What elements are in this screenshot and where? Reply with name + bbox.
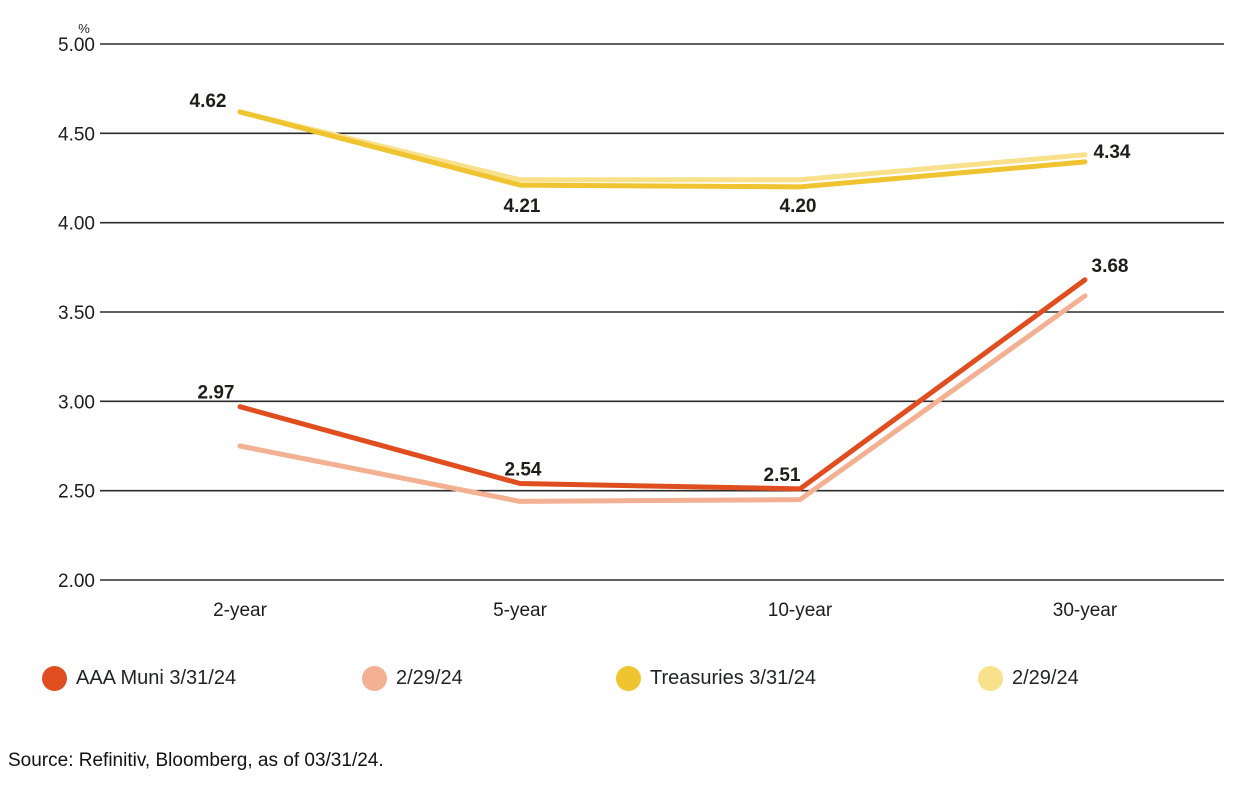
y-axis-tick-label: 4.00 — [58, 214, 95, 235]
legend-label: Treasuries 3/31/24 — [650, 666, 817, 689]
data-point-label: 4.34 — [1094, 142, 1131, 163]
chart-legend: AAA Muni 3/31/24 2/29/24 Treasuries 3/31/2… — [0, 660, 1236, 696]
data-point-label: 2.54 — [505, 460, 542, 481]
y-axis-tick-label: 2.00 — [58, 571, 95, 592]
data-point-label: 2.51 — [764, 465, 801, 486]
legend-item: 2/29/24 — [362, 660, 463, 696]
series-line-treasuries-3-31-24 — [237, 109, 1088, 190]
y-axis-tick-label: 5.00 — [58, 35, 95, 56]
legend-label: 2/29/24 — [1012, 666, 1079, 689]
y-axis-tick-label: 4.50 — [58, 124, 95, 145]
legend-item: AAA Muni 3/31/24 — [42, 660, 236, 696]
series-line-2-29-24 — [237, 293, 1088, 504]
data-point-label: 4.21 — [504, 196, 541, 217]
legend-dot-icon — [616, 665, 641, 691]
legend-dot-icon — [42, 665, 67, 691]
source-note: Source: Refinitiv, Bloomberg, as of 03/3… — [8, 750, 384, 771]
legend-label: AAA Muni 3/31/24 — [76, 666, 237, 689]
data-point-label: 2.97 — [198, 383, 235, 404]
yield-curve-chart: 5.00 4.50 4.00 3.50 3.00 2.50 2.00% 2-year 5-yea… — [58, 21, 1224, 621]
series-line-2-29-24 — [237, 109, 1088, 183]
y-axis-tick-label: 3.50 — [58, 303, 95, 324]
x-axis-category-label: 10-year — [768, 600, 833, 621]
legend-item: Treasuries 3/31/24 — [616, 660, 816, 696]
x-axis-category-label: 5-year — [493, 600, 548, 621]
data-point-label: 4.20 — [780, 196, 817, 217]
y-axis-tick-label: 3.00 — [58, 392, 95, 413]
series-line-aaa-muni-3-31-24 — [237, 277, 1088, 492]
legend-label: 2/29/24 — [396, 666, 463, 689]
x-axis-category-label: 30-year — [1053, 600, 1118, 621]
y-axis-tick-label: 2.50 — [58, 482, 95, 503]
legend-dot-icon — [978, 665, 1003, 691]
y-axis-unit-label: % — [78, 21, 90, 36]
x-axis-category-label: 2-year — [213, 600, 268, 621]
legend-dot-icon — [362, 665, 387, 691]
legend-item: 2/29/24 — [978, 660, 1079, 696]
data-point-label: 4.62 — [190, 91, 227, 112]
data-point-label: 3.68 — [1092, 256, 1129, 277]
